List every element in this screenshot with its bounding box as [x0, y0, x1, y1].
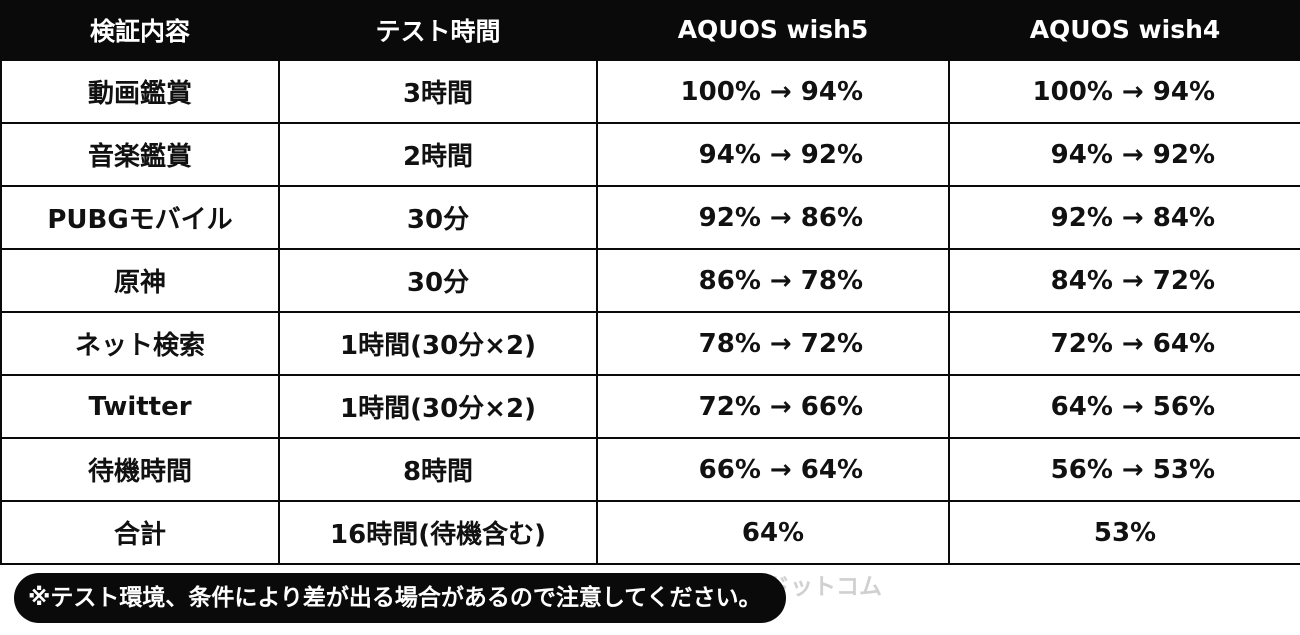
table-row: ネット検索 1時間(30分×2) 78% → 72% 72% → 64%: [0, 311, 1300, 376]
disclaimer-note: ※テスト環境、条件により差が出る場合があるので注意してください。: [14, 573, 786, 623]
header-test-item: 検証内容: [0, 0, 280, 60]
table-row: 動画鑑賞 3時間 100% → 94% 100% → 94%: [0, 59, 1300, 124]
row-time: 30分: [278, 248, 598, 313]
table-row: Twitter 1時間(30分×2) 72% → 66% 64% → 56%: [0, 374, 1300, 439]
total-time: 16時間(待機含む): [278, 500, 598, 565]
table-row: 待機時間 8時間 66% → 64% 56% → 53%: [0, 437, 1300, 502]
row-wish5-value: 92% → 86%: [596, 185, 950, 250]
row-item: Twitter: [0, 374, 280, 439]
row-item: PUBGモバイル: [0, 185, 280, 250]
row-item: 音楽鑑賞: [0, 122, 280, 187]
row-time: 1時間(30分×2): [278, 374, 598, 439]
row-time: 30分: [278, 185, 598, 250]
row-item: 原神: [0, 248, 280, 313]
row-wish4-value: 64% → 56%: [948, 374, 1300, 439]
table-row: 原神 30分 86% → 78% 84% → 72%: [0, 248, 1300, 313]
row-wish4-value: 72% → 64%: [948, 311, 1300, 376]
battery-test-table: 検証内容 テスト時間 AQUOS wish5 AQUOS wish4 動画鑑賞 …: [0, 0, 1300, 565]
row-wish4-value: 92% → 84%: [948, 185, 1300, 250]
row-item: 待機時間: [0, 437, 280, 502]
row-wish5-value: 66% → 64%: [596, 437, 950, 502]
row-wish5-value: 72% → 66%: [596, 374, 950, 439]
table-total-row: 合計 16時間(待機含む) 64% 53%: [0, 500, 1300, 565]
row-time: 2時間: [278, 122, 598, 187]
table-row: 音楽鑑賞 2時間 94% → 92% 94% → 92%: [0, 122, 1300, 187]
row-wish4-value: 56% → 53%: [948, 437, 1300, 502]
row-wish5-value: 100% → 94%: [596, 59, 950, 124]
row-time: 1時間(30分×2): [278, 311, 598, 376]
row-wish4-value: 94% → 92%: [948, 122, 1300, 187]
row-wish4-value: 84% → 72%: [948, 248, 1300, 313]
row-wish5-value: 86% → 78%: [596, 248, 950, 313]
row-wish5-value: 94% → 92%: [596, 122, 950, 187]
header-aquos-wish4: AQUOS wish4: [948, 0, 1300, 60]
total-wish4-value: 53%: [948, 500, 1300, 565]
row-time: 8時間: [278, 437, 598, 502]
row-item: ネット検索: [0, 311, 280, 376]
total-wish5-value: 64%: [596, 500, 950, 565]
table-header-row: 検証内容 テスト時間 AQUOS wish5 AQUOS wish4: [0, 0, 1300, 60]
row-wish4-value: 100% → 94%: [948, 59, 1300, 124]
row-time: 3時間: [278, 59, 598, 124]
row-wish5-value: 78% → 72%: [596, 311, 950, 376]
header-aquos-wish5: AQUOS wish5: [596, 0, 950, 60]
row-item: 動画鑑賞: [0, 59, 280, 124]
total-item: 合計: [0, 500, 280, 565]
table-row: PUBGモバイル 30分 92% → 86% 92% → 84%: [0, 185, 1300, 250]
header-test-time: テスト時間: [278, 0, 598, 60]
